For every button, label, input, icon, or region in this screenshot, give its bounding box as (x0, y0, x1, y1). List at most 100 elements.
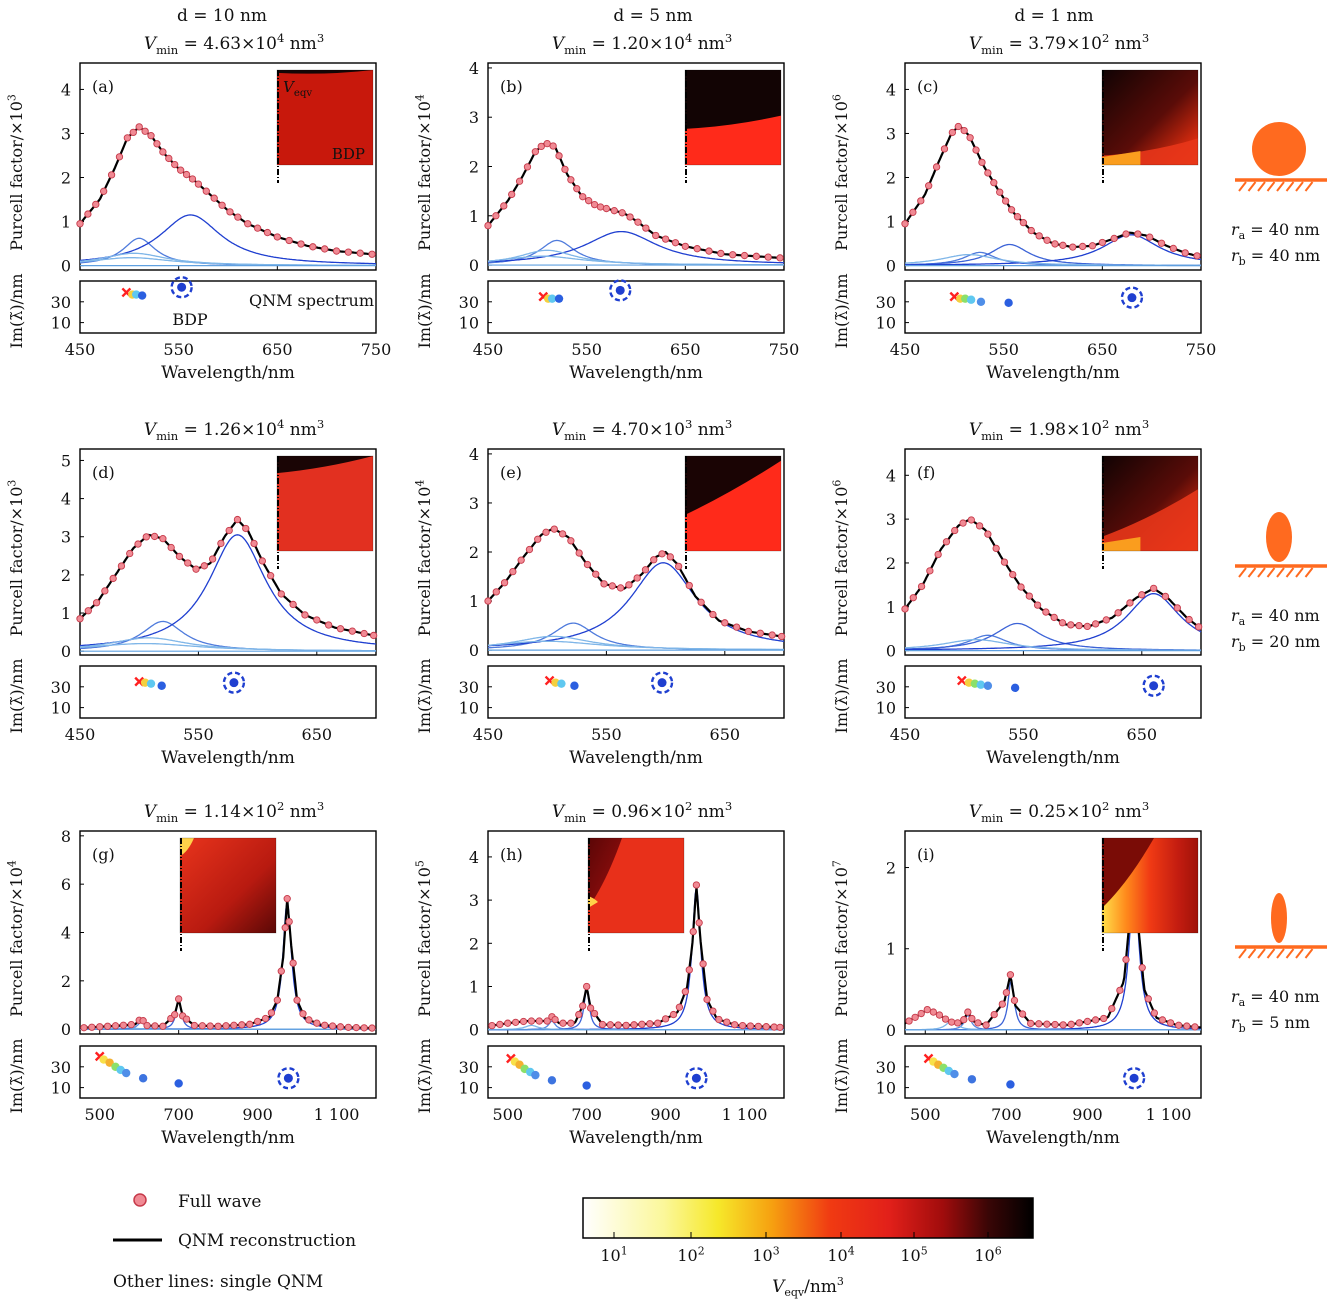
inset-label-bdp: BDP (332, 145, 365, 163)
full-wave-point (575, 1010, 583, 1019)
full-wave-point (652, 231, 660, 240)
substrate-hatch (1266, 567, 1276, 578)
full-wave-point (313, 1019, 321, 1027)
qnm-y-axis-label: Im(λ̃)/nm (7, 1039, 26, 1114)
full-wave-point (107, 171, 116, 179)
substrate-hatch (1257, 567, 1266, 578)
full-wave-point (1050, 613, 1058, 622)
full-wave-point (1059, 241, 1067, 249)
substrate-hatch (1247, 948, 1257, 959)
full-wave-point (1035, 1020, 1043, 1028)
full-wave-point (982, 1021, 990, 1029)
panel-title: Vmin = 4.70×103 nm3 (552, 417, 732, 443)
full-wave-point (567, 537, 575, 545)
full-wave-point (1013, 213, 1022, 221)
full-wave-point (693, 245, 701, 253)
qnm-y-tick-label: 10 (876, 699, 896, 718)
full-wave-point (583, 560, 592, 569)
full-wave-point (1051, 1020, 1059, 1029)
full-wave-point (182, 170, 191, 179)
full-wave-point (658, 550, 666, 558)
y-axis-label: Purcell factor/×104 (5, 860, 26, 1017)
panel-b: Vmin = 1.20×104 nm3 0 1 2 3 4 Purcell factor/×… (413, 31, 799, 383)
single-qnm-curve (905, 234, 1202, 266)
full-wave-point (974, 1019, 982, 1027)
inset-hot-spot (588, 896, 598, 908)
full-wave-point (695, 919, 703, 927)
qnm-dominant-pole (1127, 293, 1137, 303)
full-wave-point (165, 154, 173, 163)
qnm-pole-point (157, 681, 166, 690)
panel-title: Vmin = 3.79×102 nm3 (969, 31, 1149, 57)
full-wave-point (715, 1015, 723, 1024)
full-wave-point (1146, 233, 1154, 241)
full-wave-point (699, 960, 707, 968)
qnm-dominant-pole (657, 678, 667, 688)
full-wave-point (1166, 1019, 1175, 1027)
qnm-annotation-spectrum: QNM spectrum (249, 291, 374, 310)
full-wave-point (1019, 219, 1028, 227)
y-tick-label: 2 (886, 169, 896, 188)
full-wave-point (309, 243, 317, 251)
full-wave-point (721, 619, 729, 627)
full-wave-point (740, 251, 749, 260)
full-wave-point (509, 567, 517, 576)
full-wave-point (776, 1023, 784, 1031)
substrate-hatch (1257, 948, 1266, 959)
full-wave-point (1075, 621, 1083, 630)
full-wave-point (266, 572, 275, 580)
x-tick-label: 700 (163, 1105, 194, 1124)
x-tick-label: 550 (1008, 725, 1039, 744)
full-wave-point (948, 128, 957, 137)
full-wave-point (511, 1018, 520, 1026)
y-tick-label: 4 (886, 80, 896, 99)
qnm-dominant-pole (615, 285, 625, 295)
full-wave-point (671, 239, 680, 247)
qnm-y-axis-label: Im(λ̃)/nm (7, 659, 26, 734)
qnm-dominant-ring (1120, 286, 1144, 309)
colorbar-tick-label: 104 (827, 1244, 854, 1265)
full-wave-point (1083, 1017, 1092, 1026)
y-tick-label: 1 (469, 207, 479, 226)
substrate-hatch (1285, 181, 1295, 192)
full-wave-point (978, 158, 986, 167)
qnm-y-tick-label: 30 (51, 293, 71, 312)
full-wave-point (1075, 1019, 1084, 1027)
full-wave-point (285, 917, 293, 926)
full-wave-point (954, 122, 962, 131)
full-wave-point (1035, 232, 1043, 240)
x-tick-label: 450 (890, 340, 921, 359)
qnm-pole-point (121, 1068, 131, 1078)
full-wave-point (321, 245, 329, 253)
full-wave-point (244, 220, 252, 228)
full-wave-point (534, 535, 542, 543)
y-tick-label: 4 (469, 848, 479, 867)
full-wave-point (192, 565, 200, 573)
inset-top-region (277, 70, 373, 74)
panel-title: Vmin = 0.96×102 nm3 (552, 799, 732, 825)
full-wave-point (277, 967, 285, 975)
y-tick-label: 2 (886, 859, 896, 878)
y-tick-label: 1 (886, 213, 896, 232)
qnm-pole-point (950, 1069, 959, 1079)
full-wave-point (598, 1020, 607, 1029)
full-wave-point (960, 126, 968, 135)
full-wave-point (324, 621, 333, 629)
full-wave-point (1126, 599, 1134, 607)
full-wave-point (600, 580, 608, 588)
y-tick-label: 4 (61, 924, 71, 943)
radius-a-label: ra = 40 nm (1231, 606, 1320, 628)
col-header-d1: d = 1 nm (1014, 6, 1093, 26)
full-wave-point (1078, 242, 1087, 251)
substrate-hatch (1238, 948, 1247, 959)
full-wave-point (141, 127, 149, 135)
panel-h: Vmin = 0.96×102 nm3 0 1 2 3 4 Purcell factor/×… (413, 799, 785, 1148)
x-tick-label: 550 (163, 340, 194, 359)
x-axis-label: Wavelength/nm (986, 363, 1120, 383)
full-wave-point (348, 627, 356, 635)
full-wave-point (681, 242, 689, 250)
full-wave-point (996, 188, 1004, 196)
full-wave-point (929, 1008, 938, 1016)
y-axis-label: Purcell factor/×103 (5, 94, 26, 251)
full-wave-point (752, 252, 761, 260)
